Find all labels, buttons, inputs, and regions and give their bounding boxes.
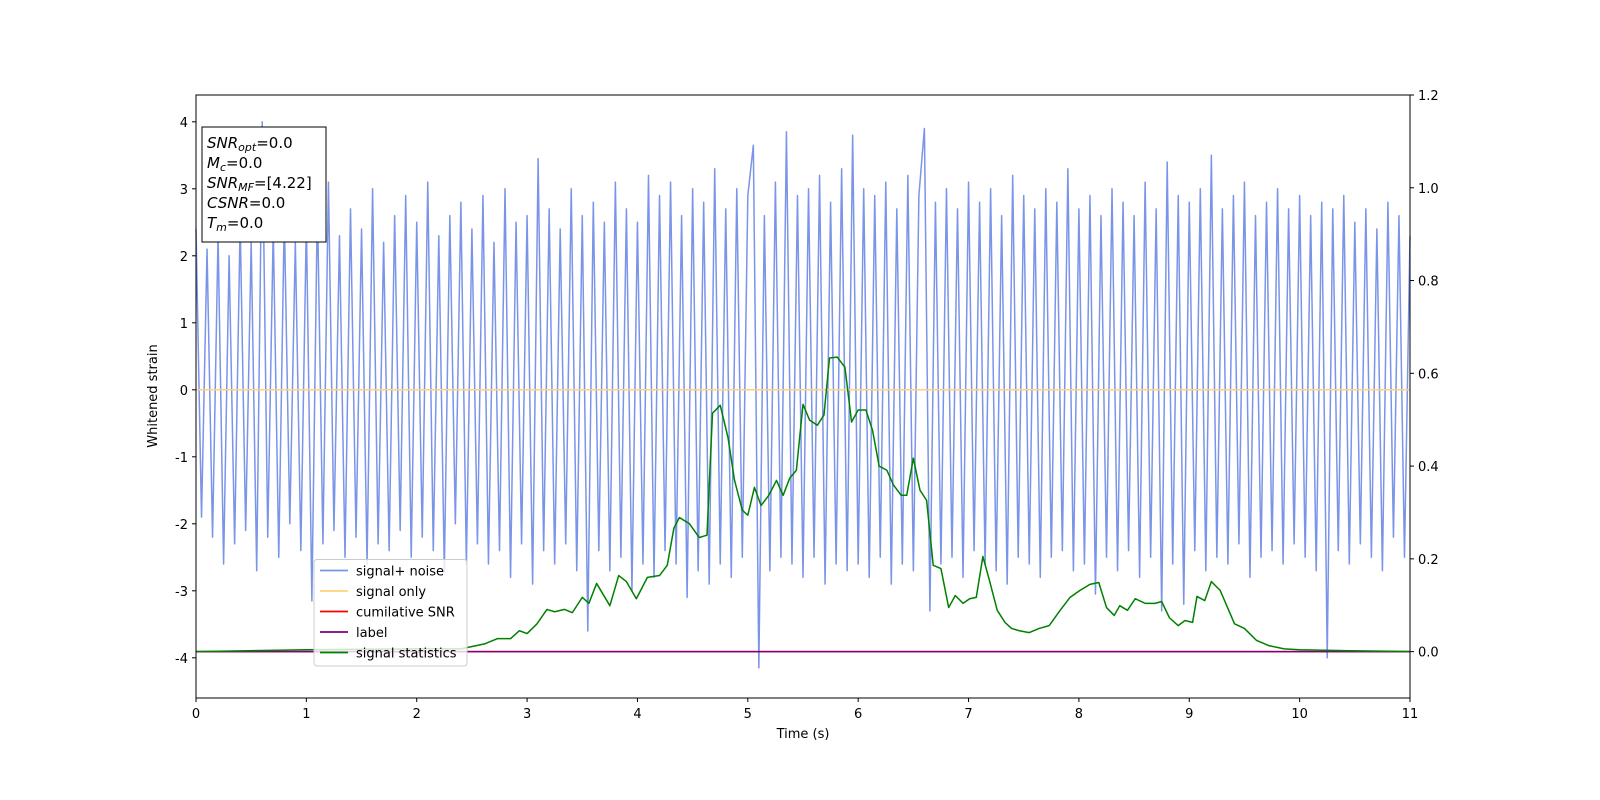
annotation-subscript: opt <box>238 141 257 154</box>
x-tick-label: 9 <box>1185 707 1193 722</box>
x-tick-label: 8 <box>1075 707 1083 722</box>
annotation-symbol: T <box>207 214 218 232</box>
series-line <box>195 356 1411 653</box>
y-tick-label: 2 <box>180 250 188 265</box>
annotation-line: CSNR=0.0 <box>207 194 285 212</box>
y-axis-label: Whitened strain <box>146 344 161 447</box>
axes-frame <box>195 94 1411 699</box>
annotation-symbol: CSNR <box>207 194 249 212</box>
legend-label: signal statistics <box>356 647 457 662</box>
x-tick-label: 0 <box>192 707 200 722</box>
legend-label: cumilative SNR <box>356 606 455 621</box>
annotation-symbol: SNR <box>207 174 238 192</box>
x-tick-label: 10 <box>1291 707 1308 722</box>
annotation-subscript: m <box>216 221 227 234</box>
annotation-line: SNRopt=0.0 <box>207 134 293 154</box>
y-tick-label: -1 <box>175 451 188 466</box>
annotation-subscript: MF <box>238 181 254 194</box>
x-tick-label: 2 <box>413 707 421 722</box>
annotation-value: =0.0 <box>256 134 292 152</box>
y-tick-label: 4 <box>180 116 188 131</box>
x-tick-label: 7 <box>964 707 972 722</box>
y2-tick-label: 0.0 <box>1418 646 1439 661</box>
x-axis-label: Time (s) <box>776 727 830 742</box>
annotation-line: Tm=0.0 <box>207 214 263 234</box>
x-tick-label: 1 <box>302 707 310 722</box>
annotation-value: =0.0 <box>227 214 263 232</box>
y2-tick-label: 1.0 <box>1418 182 1439 197</box>
annotation-subscript: c <box>220 161 226 174</box>
annotation-value: =0.0 <box>249 194 285 212</box>
x-tick-label: 6 <box>854 707 862 722</box>
y2-tick-label: 0.2 <box>1418 553 1439 568</box>
annotation-symbol: SNR <box>207 134 238 152</box>
legend-box <box>313 559 468 667</box>
annotation-symbol: M <box>207 154 220 172</box>
x-tick-label: 11 <box>1402 707 1419 722</box>
y-tick-label: -3 <box>175 585 188 600</box>
x-tick-label: 3 <box>523 707 531 722</box>
y2-tick-label: 0.6 <box>1418 367 1439 382</box>
annotation-line: Mc=0.0 <box>207 154 262 174</box>
annotation-line: SNRMF=[4.22] <box>207 174 312 194</box>
y2-tick-label: 0.4 <box>1418 460 1439 475</box>
y2-tick-label: 1.2 <box>1418 89 1439 104</box>
x-tick-label: 5 <box>744 707 752 722</box>
legend-label: signal only <box>356 585 426 600</box>
y2-tick-label: 0.8 <box>1418 275 1439 290</box>
y-tick-label: 3 <box>180 183 188 198</box>
annotation-value: =0.0 <box>226 154 262 172</box>
legend-label: signal+ noise <box>356 565 444 580</box>
annotation-box <box>201 126 327 243</box>
annotation-value: =[4.22] <box>254 174 312 192</box>
y-tick-label: 1 <box>180 317 188 332</box>
y-tick-label: -2 <box>175 518 188 533</box>
series-line <box>195 121 1411 669</box>
x-tick-label: 4 <box>633 707 641 722</box>
legend-label: label <box>356 626 387 641</box>
y-tick-label: -4 <box>175 652 188 667</box>
y-tick-label: 0 <box>180 384 188 399</box>
